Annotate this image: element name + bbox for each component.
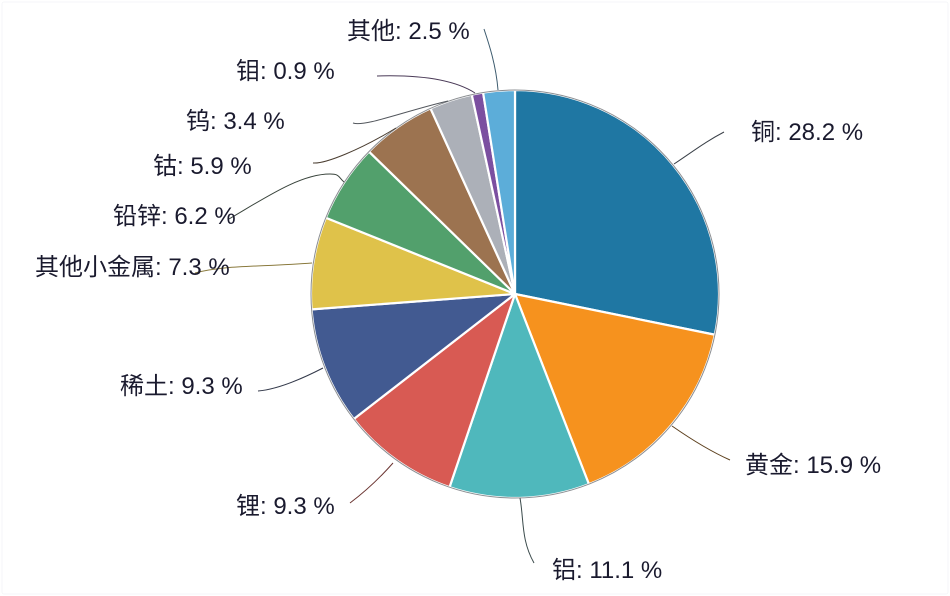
svg-text:锂: 9.3 %: 锂: 9.3 % (236, 493, 335, 520)
svg-text:铅锌: 6.2 %: 铅锌: 6.2 % (113, 203, 236, 230)
svg-text:其他小金属: 7.3 %: 其他小金属: 7.3 % (35, 254, 230, 281)
svg-text:钼: 0.9 %: 钼: 0.9 % (236, 58, 335, 85)
svg-text:其他: 2.5 %: 其他: 2.5 % (347, 18, 470, 45)
svg-text:稀土: 9.3 %: 稀土: 9.3 % (120, 373, 243, 400)
svg-text:铝: 11.1 %: 铝: 11.1 % (552, 557, 662, 584)
svg-text:黄金: 15.9 %: 黄金: 15.9 % (745, 452, 881, 479)
svg-text:钨: 3.4 %: 钨: 3.4 % (186, 108, 285, 135)
svg-text:铜: 28.2 %: 铜: 28.2 % (751, 119, 863, 146)
svg-text:钴: 5.9 %: 钴: 5.9 % (153, 153, 252, 180)
